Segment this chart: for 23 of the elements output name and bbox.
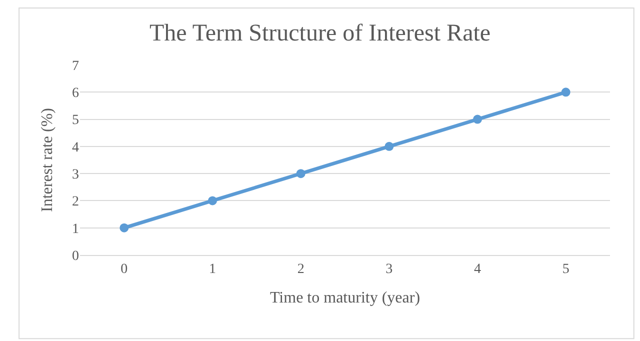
y-tick-label: 4: [72, 140, 79, 156]
y-tick-label: 0: [72, 248, 79, 264]
x-tick-label: 2: [297, 262, 304, 277]
point: [120, 223, 129, 232]
y-tick-label: 2: [72, 194, 79, 210]
point: [473, 114, 482, 124]
point: [384, 142, 394, 151]
y-tick-label: 5: [72, 113, 79, 128]
x-tick-label: 4: [474, 262, 481, 277]
y-tick-label: 1: [72, 222, 79, 237]
point: [561, 88, 570, 97]
x-tick-label: 5: [562, 262, 570, 277]
x-tick-label: 0: [120, 262, 128, 277]
chart-title: The Term Structure of Interest Rate: [149, 20, 491, 47]
x-axis-title: Time to maturity (year): [270, 290, 420, 306]
y-tick-label: 3: [72, 167, 79, 182]
y-tick-label: 7: [72, 58, 79, 74]
x-tick-label: 1: [209, 262, 216, 277]
x-tick-label: 3: [386, 262, 393, 277]
point: [208, 196, 217, 206]
y-axis-title: Interest rate (%): [38, 108, 56, 212]
point: [296, 169, 306, 178]
y-tick-label: 6: [72, 86, 79, 102]
